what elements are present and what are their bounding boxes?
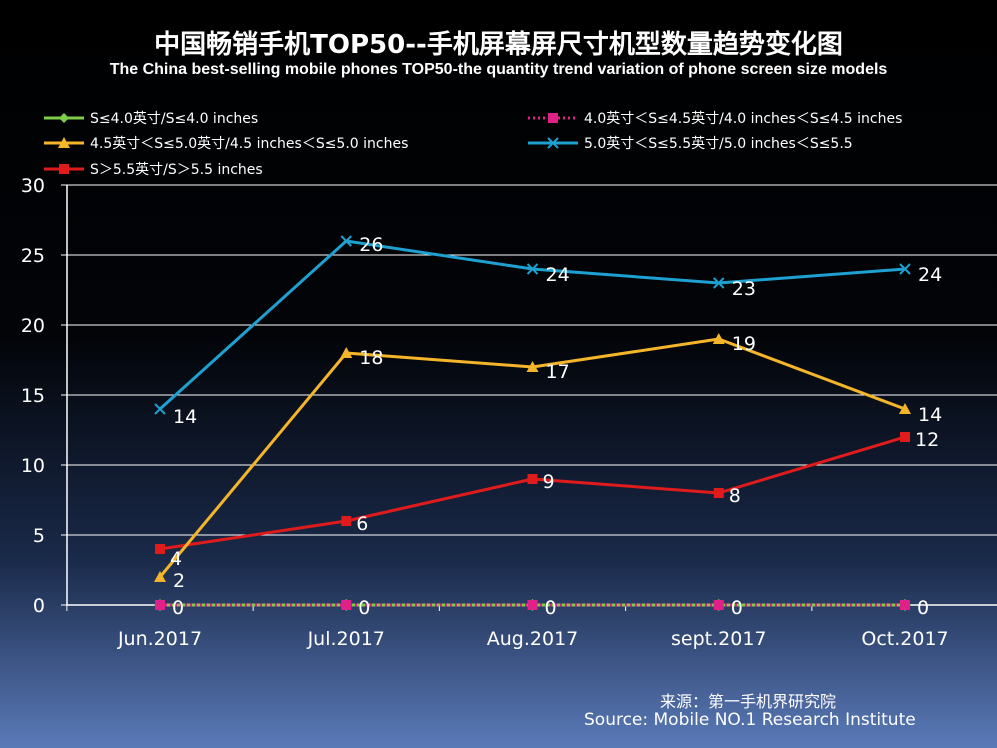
data-label: 6 xyxy=(356,513,368,535)
chart-title: 中国畅销手机TOP50--手机屏幕屏尺寸机型数量趋势变化图 xyxy=(154,30,843,60)
data-point xyxy=(712,333,725,344)
legend-item-s4: 5.0英寸＜S≤5.5英寸/5.0 inches＜S≤5.5 xyxy=(528,133,853,153)
data-label: 19 xyxy=(732,333,756,355)
legend-label-s5: S＞5.5英寸/S＞5.5 inches xyxy=(90,162,263,178)
data-point xyxy=(713,277,725,289)
data-point xyxy=(341,516,352,526)
data-point xyxy=(155,600,165,610)
data-point xyxy=(527,600,538,610)
data-point xyxy=(713,488,724,498)
legend-label-s2: 4.0英寸＜S≤4.5英寸/4.0 inches＜S≤4.5 inches xyxy=(584,111,903,127)
x-tick-label: Aug.2017 xyxy=(487,628,579,650)
x-tick-label: sept.2017 xyxy=(671,628,767,650)
y-tick-label: 10 xyxy=(21,455,45,477)
data-label: 26 xyxy=(359,234,383,256)
data-label: 24 xyxy=(546,264,570,286)
y-tick-label: 20 xyxy=(21,315,45,337)
data-label: 0 xyxy=(172,597,184,619)
data-point xyxy=(155,544,165,554)
y-tick-label: 30 xyxy=(21,175,45,197)
data-point xyxy=(899,403,911,414)
data-point xyxy=(526,361,539,372)
data-point xyxy=(527,474,538,484)
legend-swatch-s5 xyxy=(44,164,84,174)
series-line-5 xyxy=(159,435,906,551)
data-label: 14 xyxy=(173,406,197,428)
data-point xyxy=(900,432,910,442)
x-tick-label: Jul.2017 xyxy=(307,628,385,650)
series-line-3 xyxy=(158,337,906,578)
data-label: 8 xyxy=(729,485,741,507)
legend-swatch-s2 xyxy=(528,113,578,123)
legend-item-s5: S＞5.5英寸/S＞5.5 inches xyxy=(44,159,263,179)
data-label: 0 xyxy=(731,597,743,619)
legend-label-s1: S≤4.0英寸/S≤4.0 inches xyxy=(90,111,259,127)
data-point xyxy=(154,403,166,415)
legend-item-s1: S≤4.0英寸/S≤4.0 inches xyxy=(44,108,258,128)
data-point xyxy=(341,600,352,610)
data-point xyxy=(526,263,539,275)
data-point xyxy=(154,571,166,582)
data-label: 18 xyxy=(359,347,383,369)
data-label: 23 xyxy=(732,278,756,300)
data-label: 2 xyxy=(173,570,185,592)
y-tick-label: 0 xyxy=(33,595,45,617)
data-point xyxy=(340,347,353,358)
data-label: 17 xyxy=(546,361,570,383)
data-point xyxy=(899,263,911,275)
data-point xyxy=(713,600,724,610)
data-label: 12 xyxy=(915,429,939,451)
legend-item-s3: 4.5英寸＜S≤5.0英寸/4.5 inches＜S≤5.0 inches xyxy=(44,133,408,153)
legend-label-s4: 5.0英寸＜S≤5.5英寸/5.0 inches＜S≤5.5 xyxy=(584,136,853,152)
data-point xyxy=(340,235,352,247)
data-label: 0 xyxy=(545,597,557,619)
x-tick-label: Oct.2017 xyxy=(861,628,948,650)
legend-label-s3: 4.5英寸＜S≤5.0英寸/4.5 inches＜S≤5.0 inches xyxy=(90,136,409,152)
legend-swatch-s1 xyxy=(44,113,84,123)
data-label: 14 xyxy=(918,404,942,426)
legend-item-s2: 4.0英寸＜S≤4.5英寸/4.0 inches＜S≤4.5 inches xyxy=(528,108,902,128)
legend-swatch-s4 xyxy=(528,137,578,149)
y-tick-label: 5 xyxy=(33,525,45,547)
chart-subtitle: The China best-selling mobile phones TOP… xyxy=(109,61,888,78)
x-tick-label: Jun.2017 xyxy=(117,628,202,650)
data-label: 24 xyxy=(918,264,942,286)
data-point xyxy=(900,600,910,610)
data-label: 4 xyxy=(170,548,182,570)
source-en: Source: Mobile NO.1 Research Institute xyxy=(584,710,916,730)
y-tick-label: 25 xyxy=(21,245,45,267)
y-tick-label: 15 xyxy=(21,385,45,407)
data-label: 0 xyxy=(917,597,929,619)
data-label: 9 xyxy=(543,471,555,493)
source-cn: 来源：第一手机界研究院 xyxy=(660,692,837,711)
data-label: 0 xyxy=(358,597,370,619)
legend-swatch-s3 xyxy=(44,137,84,148)
